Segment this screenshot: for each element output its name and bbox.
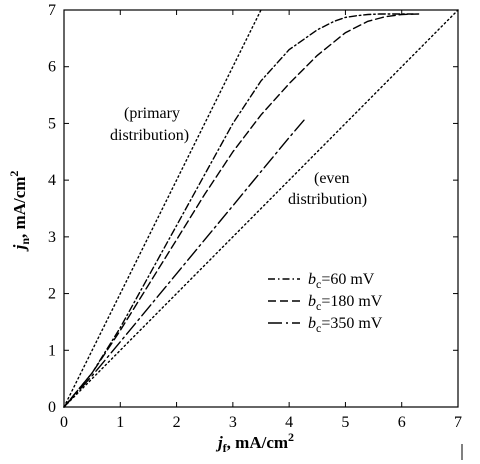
y-axis-unit: , mA/cm — [10, 177, 29, 238]
annotations: (primary distribution) (even distribution) — [110, 105, 367, 208]
legend-label-bc180: bc=180 mV — [308, 293, 383, 313]
legend-sub: c — [316, 299, 321, 313]
y-tick-label: 5 — [48, 115, 56, 132]
series-line-bc60 — [63, 13, 414, 408]
y-tick-label: 4 — [48, 172, 56, 189]
x-tick-label: 5 — [341, 414, 349, 431]
annotation-even-2: distribution) — [288, 191, 367, 208]
x-tick-label: 0 — [60, 414, 68, 431]
legend-var: b — [308, 293, 316, 310]
legend-rest: =60 mV — [321, 271, 374, 288]
x-axis-unit: , mA/cm — [227, 433, 288, 452]
x-axis-sup: 2 — [288, 430, 294, 444]
legend-label-bc350: bc=350 mV — [308, 315, 383, 335]
legend-rest: =180 mV — [321, 293, 382, 310]
y-tick-label: 0 — [48, 399, 56, 416]
legend-var: b — [308, 315, 316, 332]
legend-sub: c — [316, 321, 321, 335]
x-axis-title: jf, mA/cm2 — [215, 430, 294, 455]
axis-ticks: 0 1 2 3 4 5 6 7 0 1 2 3 4 5 6 7 — [48, 2, 462, 431]
y-axis-sup: 2 — [7, 171, 21, 177]
x-tick-label: 1 — [116, 414, 124, 431]
y-axis-title: jn, mA/cm2 — [7, 171, 32, 253]
y-tick-label: 3 — [48, 229, 56, 246]
series-line-bc180 — [63, 13, 420, 408]
series-line-primary — [63, 9, 262, 408]
series-group — [63, 9, 459, 408]
y-tick-label: 7 — [48, 2, 56, 19]
legend-label-bc60: bc=60 mV — [308, 271, 375, 291]
annotation-primary-2: distribution) — [110, 127, 189, 144]
x-tick-label: 3 — [229, 414, 237, 431]
x-axis-sub: f — [223, 441, 228, 455]
x-axis-var: j — [215, 433, 223, 452]
y-tick-label: 2 — [48, 286, 56, 303]
series-line-bc350 — [63, 117, 307, 408]
legend-sub: c — [316, 277, 321, 291]
x-tick-label: 7 — [454, 414, 462, 431]
y-axis-var: j — [10, 244, 29, 252]
x-tick-label: 6 — [398, 414, 406, 431]
annotation-primary-1: (primary — [124, 105, 180, 122]
y-axis-sub: n — [18, 238, 32, 245]
x-tick-label: 2 — [173, 414, 181, 431]
annotation-even-1: (even — [314, 170, 350, 187]
legend-var: b — [308, 271, 316, 288]
y-tick-label: 6 — [48, 59, 56, 76]
series-line-even — [63, 9, 459, 408]
x-tick-label: 4 — [285, 414, 293, 431]
legend-rest: =350 mV — [321, 315, 382, 332]
y-tick-label: 1 — [48, 342, 56, 359]
